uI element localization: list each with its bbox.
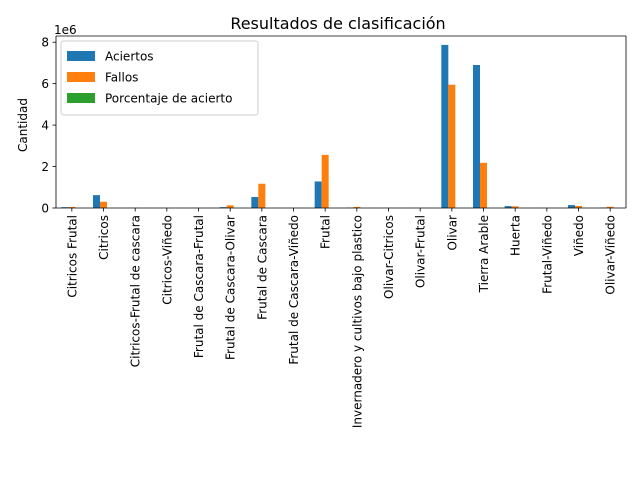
axes-layer: 0 2 4 6 8 Citricos Frutal Citricos Citricos-Fru…: [41, 35, 627, 428]
bar: [226, 205, 234, 208]
y-tick-label: 0: [41, 202, 49, 216]
legend: Aciertos Fallos Porcentaje de acierto: [60, 40, 259, 116]
legend-label: Fallos: [105, 71, 138, 85]
bar: [448, 84, 456, 208]
x-tick-label: Viñedo: [572, 215, 586, 256]
y-axis-label: Cantidad: [16, 98, 30, 152]
x-tick-label: Olivar-Frutal: [414, 215, 428, 288]
bar: [511, 206, 519, 208]
x-tick-label: Huerta: [509, 215, 523, 256]
x-tick-label: Citricos-Frutal de cascara: [129, 215, 143, 367]
bars-layer: [61, 44, 614, 208]
x-tick-label: Frutal de Cascara: [255, 215, 269, 320]
legend-swatch: [67, 93, 95, 103]
bar: [568, 205, 575, 208]
x-tick-label: Frutal: [319, 215, 333, 249]
x-tick-label: Citricos Frutal: [65, 215, 79, 298]
bar: [251, 197, 259, 208]
legend-label: Porcentaje de acierto: [105, 92, 232, 106]
x-tick-label: Olivar: [445, 215, 459, 251]
x-tick-label: Invernadero y cultivos bajo plastico: [350, 215, 364, 428]
x-tick-label: Frutal de Cascara-Viñedo: [287, 215, 301, 365]
x-tick-label: Frutal-Viñedo: [540, 215, 554, 294]
bar: [219, 207, 227, 208]
bar: [606, 206, 614, 208]
bar: [441, 44, 449, 208]
bar: [353, 206, 361, 208]
y-axis-offset-label: 1e6: [54, 23, 77, 37]
legend-swatch: [67, 51, 95, 61]
y-tick-label: 2: [41, 160, 49, 174]
y-tick-label: 6: [41, 77, 49, 91]
bar: [68, 206, 76, 208]
x-tick-label: Tierra Arable: [477, 215, 491, 293]
legend-swatch: [67, 72, 95, 82]
x-tick-label: Olivar-Citricos: [382, 215, 396, 299]
legend-label: Aciertos: [105, 50, 154, 64]
bar: [480, 162, 487, 208]
bar: [314, 181, 322, 208]
bar: [61, 207, 69, 208]
bar: [258, 183, 266, 208]
bar: [321, 154, 329, 208]
bar: [575, 205, 582, 208]
x-tick-label: Frutal de Cascara-Olivar: [224, 215, 238, 360]
legend-frame: [60, 40, 259, 116]
bar: [100, 201, 107, 208]
bar: [473, 65, 480, 208]
chart-title: Resultados de clasificación: [230, 14, 445, 33]
x-tick-label: Citricos-Viñedo: [160, 215, 174, 305]
bar: [93, 195, 100, 208]
y-tick-label: 8: [41, 36, 49, 50]
x-tick-label: Olivar-Viñedo: [604, 215, 618, 295]
bar: [504, 206, 512, 208]
x-tick-label: Citricos: [97, 215, 111, 260]
x-tick-label: Frutal de Cascara-Frutal: [192, 215, 206, 358]
y-tick-label: 4: [41, 119, 49, 133]
